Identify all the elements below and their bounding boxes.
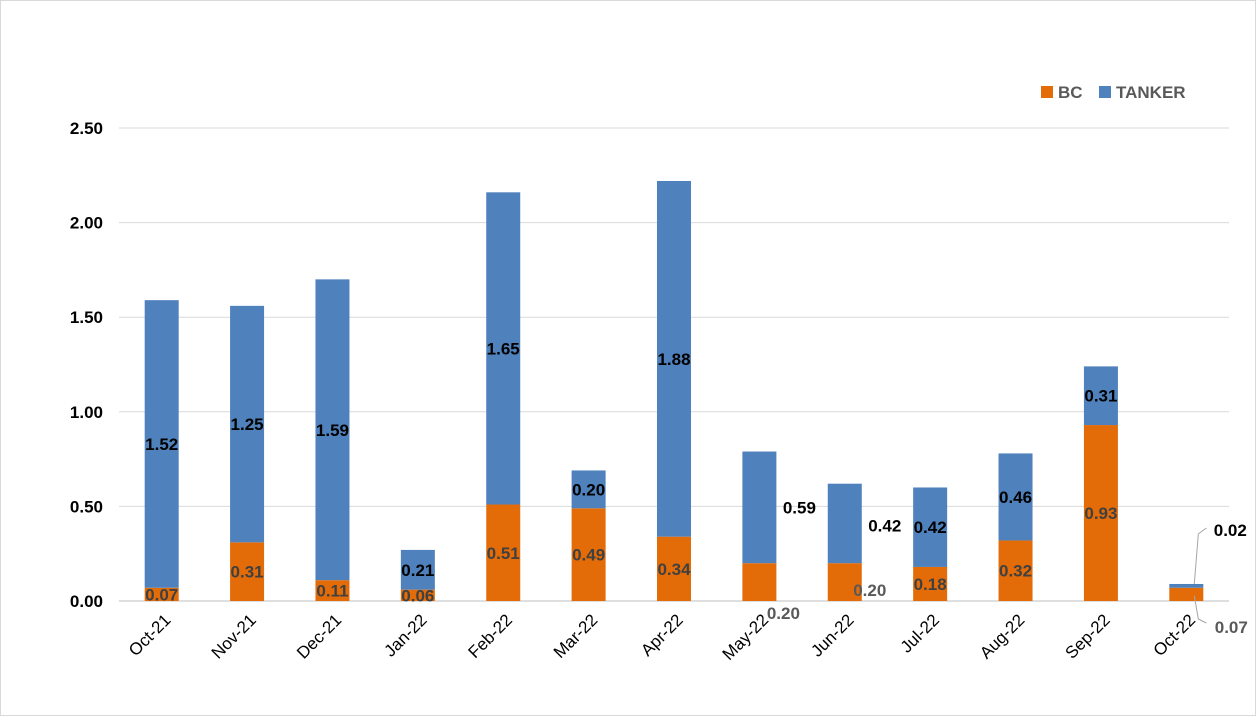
x-tick-label: Oct-21 — [125, 610, 175, 660]
y-tick-label: 0.50 — [70, 497, 103, 516]
data-label-tanker: 1.88 — [657, 350, 690, 369]
data-label-bc: 0.07 — [1215, 618, 1248, 637]
bar-tanker — [1083, 366, 1118, 426]
bar-tanker — [486, 192, 521, 505]
data-label-tanker: 0.02 — [1214, 521, 1247, 540]
legend-label: BC — [1058, 83, 1083, 102]
data-label-tanker: 1.52 — [145, 435, 178, 454]
bar-tanker — [230, 305, 265, 543]
bar-bc — [571, 508, 606, 601]
data-label-bc: 0.18 — [914, 575, 947, 594]
bar-tanker — [571, 470, 606, 509]
data-label-bc: 0.06 — [401, 586, 434, 605]
data-label-tanker: 1.59 — [316, 421, 349, 440]
bar-bc — [657, 536, 691, 601]
leader-line — [1193, 527, 1207, 585]
bars — [144, 180, 1204, 601]
bar-tanker — [827, 483, 862, 564]
data-label-bc: 0.20 — [767, 604, 800, 623]
y-tick-label: 1.00 — [70, 403, 103, 422]
data-label-bc: 0.51 — [487, 544, 520, 563]
legend: BC TANKER — [1041, 83, 1186, 102]
x-tick-label: Dec-21 — [293, 610, 345, 662]
x-tick-label: Oct-22 — [1150, 610, 1200, 660]
bar-tanker — [742, 451, 777, 564]
leader-line — [1193, 595, 1207, 624]
x-tick-label: Sep-22 — [1062, 610, 1114, 662]
data-label-bc: 0.31 — [231, 563, 264, 582]
y-tick-label: 2.00 — [70, 214, 103, 233]
bar-bc — [998, 540, 1033, 601]
x-tick-label: Nov-21 — [208, 610, 260, 662]
bar-bc — [230, 542, 265, 601]
bar-tanker — [1169, 583, 1204, 588]
legend-swatch — [1041, 86, 1053, 98]
x-tick-label: Feb-22 — [465, 610, 517, 662]
x-tick-label: Mar-22 — [550, 610, 602, 662]
bar-tanker — [998, 453, 1033, 541]
data-label-bc: 0.11 — [316, 582, 348, 601]
bar-bc — [144, 587, 179, 601]
legend-label: TANKER — [1116, 83, 1186, 102]
bar-tanker — [144, 300, 179, 588]
bar-bc — [315, 580, 350, 601]
data-label-tanker: 0.59 — [783, 498, 816, 517]
data-label-tanker: 1.65 — [487, 339, 520, 358]
bar-tanker — [913, 487, 948, 567]
data-label-tanker: 0.20 — [572, 480, 605, 499]
data-label-tanker: 0.31 — [1084, 387, 1117, 406]
data-label-bc: 0.49 — [572, 546, 605, 565]
x-tick-label: Jul-22 — [897, 610, 943, 656]
bar-tanker — [657, 180, 691, 537]
data-labels: 0.07 1.52 0.31 1.25 0.11 1.59 0.06 0.21 0.51 1.65… — [145, 339, 1248, 637]
data-label-bc: 0.32 — [999, 562, 1032, 581]
data-label-tanker: 0.46 — [999, 488, 1032, 507]
data-label-tanker: 0.42 — [914, 518, 947, 537]
bar-bc — [913, 566, 948, 601]
data-label-tanker: 0.21 — [401, 561, 434, 580]
y-tick-label: 1.50 — [70, 308, 103, 327]
data-label-bc: 0.93 — [1084, 504, 1117, 523]
y-axis: 0.00 0.50 1.00 1.50 2.00 2.50 — [70, 119, 103, 611]
y-tick-label: 2.50 — [70, 119, 103, 138]
bar-bc — [742, 563, 777, 601]
data-label-bc: 0.07 — [145, 585, 178, 604]
data-label-bc: 0.20 — [853, 581, 886, 600]
x-tick-label: Jun-22 — [807, 610, 857, 660]
x-tick-label: May-22 — [719, 610, 773, 664]
legend-swatch — [1099, 86, 1111, 98]
x-axis: Oct-21 Nov-21 Dec-21 Jan-22 Feb-22 Mar-22 Apr-… — [125, 610, 1199, 664]
bar-bc — [486, 504, 521, 601]
bar-bc — [1169, 587, 1204, 601]
bar-tanker — [400, 549, 435, 590]
bar-tanker — [315, 279, 350, 581]
x-tick-label: Aug-22 — [976, 610, 1028, 662]
data-label-tanker: 1.25 — [231, 415, 264, 434]
bar-bc — [400, 589, 435, 601]
x-tick-label: Apr-22 — [637, 610, 687, 660]
data-label-bc: 0.34 — [657, 560, 691, 579]
data-label-tanker: 0.42 — [868, 516, 901, 535]
bar-bc — [1083, 425, 1118, 601]
y-tick-label: 0.00 — [70, 592, 103, 611]
x-tick-label: Jan-22 — [380, 610, 430, 660]
bar-bc — [827, 563, 862, 601]
